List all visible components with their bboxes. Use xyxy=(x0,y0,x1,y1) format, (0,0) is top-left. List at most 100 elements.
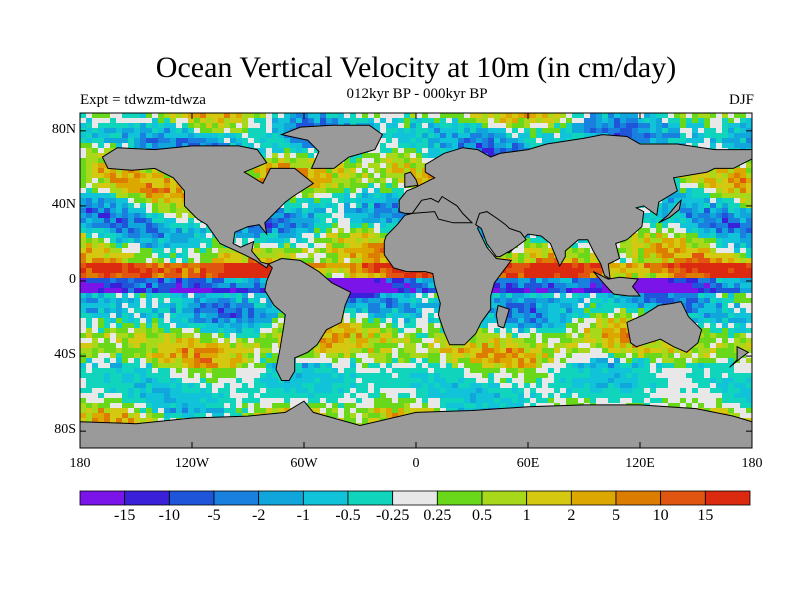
velocity-cell xyxy=(128,173,135,179)
velocity-cell xyxy=(206,298,213,304)
velocity-cell xyxy=(416,308,423,314)
velocity-cell xyxy=(728,318,735,324)
velocity-cell xyxy=(362,323,369,329)
velocity-cell xyxy=(266,238,273,244)
velocity-cell xyxy=(398,168,405,174)
velocity-cell xyxy=(362,238,369,244)
velocity-cell xyxy=(314,243,321,249)
velocity-cell xyxy=(692,218,699,224)
velocity-cell xyxy=(518,253,525,259)
velocity-cell xyxy=(134,283,141,289)
velocity-cell xyxy=(164,243,171,249)
velocity-cell xyxy=(350,238,357,244)
velocity-cell xyxy=(212,278,219,284)
velocity-cell xyxy=(374,273,381,279)
velocity-cell xyxy=(716,183,723,189)
velocity-cell xyxy=(368,223,375,229)
velocity-cell xyxy=(170,228,177,234)
velocity-cell xyxy=(314,193,321,199)
velocity-cell xyxy=(116,123,123,129)
velocity-cell xyxy=(140,218,147,224)
velocity-cell xyxy=(626,263,633,269)
velocity-cell xyxy=(140,198,147,204)
velocity-cell xyxy=(386,298,393,304)
velocity-cell xyxy=(728,258,735,264)
velocity-cell xyxy=(476,123,483,129)
velocity-cell xyxy=(314,218,321,224)
velocity-cell xyxy=(350,223,357,229)
velocity-cell xyxy=(386,293,393,299)
velocity-cell xyxy=(398,273,405,279)
velocity-cell xyxy=(80,328,87,334)
velocity-cell xyxy=(176,243,183,249)
velocity-cell xyxy=(566,113,573,119)
velocity-cell xyxy=(368,183,375,189)
velocity-cell xyxy=(530,303,537,309)
velocity-cell xyxy=(326,333,333,339)
velocity-cell xyxy=(494,293,501,299)
velocity-cell xyxy=(632,273,639,279)
velocity-cell xyxy=(152,228,159,234)
velocity-cell xyxy=(350,258,357,264)
velocity-cell xyxy=(308,198,315,204)
velocity-cell xyxy=(92,263,99,269)
velocity-cell xyxy=(380,263,387,269)
velocity-cell xyxy=(716,263,723,269)
velocity-cell xyxy=(290,158,297,164)
velocity-cell xyxy=(308,263,315,269)
velocity-cell xyxy=(152,333,159,339)
velocity-cell xyxy=(164,133,171,139)
map-title: Ocean Vertical Velocity at 10m (in cm/da… xyxy=(155,51,677,84)
velocity-cell xyxy=(362,303,369,309)
velocity-cell xyxy=(326,328,333,334)
velocity-cell xyxy=(182,118,189,124)
velocity-cell xyxy=(380,138,387,144)
velocity-cell xyxy=(188,313,195,319)
velocity-cell xyxy=(164,183,171,189)
velocity-cell xyxy=(320,248,327,254)
velocity-cell xyxy=(290,218,297,224)
velocity-cell xyxy=(704,323,711,329)
velocity-cell xyxy=(212,323,219,329)
velocity-cell xyxy=(674,138,681,144)
velocity-cell xyxy=(338,328,345,334)
velocity-cell xyxy=(272,118,279,124)
velocity-cell xyxy=(746,258,752,264)
velocity-cell xyxy=(158,188,165,194)
velocity-cell xyxy=(344,188,351,194)
velocity-cell xyxy=(704,228,711,234)
velocity-cell xyxy=(80,303,87,309)
velocity-cell xyxy=(242,288,249,294)
velocity-cell xyxy=(140,268,147,274)
velocity-cell xyxy=(512,143,519,149)
velocity-cell xyxy=(122,198,129,204)
velocity-cell xyxy=(302,193,309,199)
velocity-cell xyxy=(290,238,297,244)
velocity-cell xyxy=(566,323,573,329)
velocity-cell xyxy=(674,268,681,274)
velocity-cell xyxy=(536,303,543,309)
velocity-cell xyxy=(488,303,495,309)
velocity-cell xyxy=(620,303,627,309)
velocity-cell xyxy=(260,308,267,314)
velocity-cell xyxy=(344,198,351,204)
velocity-cell xyxy=(128,298,135,304)
velocity-cell xyxy=(134,193,141,199)
velocity-cell xyxy=(692,308,699,314)
velocity-cell xyxy=(254,228,261,234)
velocity-cell xyxy=(422,318,429,324)
velocity-cell xyxy=(122,183,129,189)
velocity-cell xyxy=(746,173,752,179)
velocity-cell xyxy=(476,133,483,139)
velocity-cell xyxy=(392,158,399,164)
velocity-cell xyxy=(86,283,93,289)
velocity-cell xyxy=(326,173,333,179)
velocity-cell xyxy=(716,193,723,199)
velocity-cell xyxy=(356,163,363,169)
velocity-cell xyxy=(116,178,123,184)
velocity-cell xyxy=(380,283,387,289)
velocity-cell xyxy=(188,243,195,249)
velocity-cell xyxy=(146,113,153,119)
velocity-cell xyxy=(92,308,99,314)
velocity-cell xyxy=(152,198,159,204)
